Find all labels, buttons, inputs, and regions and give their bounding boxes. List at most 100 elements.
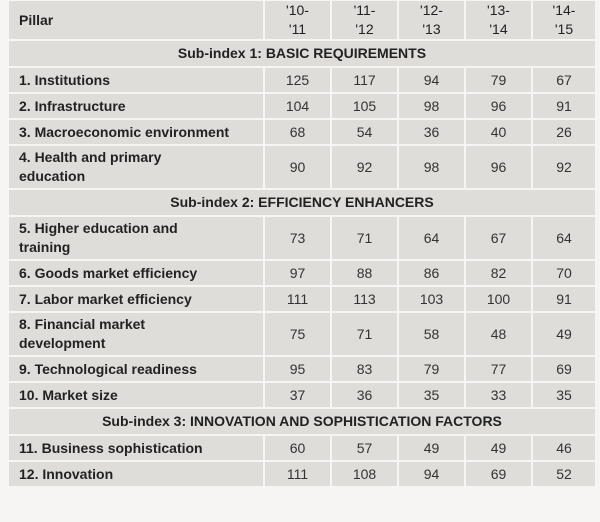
rank-value: 67 [464,215,533,261]
rank-value: 57 [330,434,399,462]
rank-value: 69 [531,355,597,383]
rank-value: 54 [330,118,399,146]
rank-value: 75 [263,311,332,357]
rank-value: 103 [397,285,466,313]
rank-value: 94 [397,66,466,94]
rank-value: 73 [263,215,332,261]
pillar-label: 12. Innovation [7,460,265,488]
column-header-pillar: Pillar [7,0,265,41]
table-row: 7. Labor market efficiency 111 113 103 1… [7,285,597,313]
rank-value: 35 [397,381,466,409]
rank-value: 48 [464,311,533,357]
rank-value: 69 [464,460,533,488]
rank-value: 111 [263,285,332,313]
subindex-row: Sub-index 2: EFFICIENCY ENHANCERS [7,188,597,217]
year-end: '11 [288,21,307,37]
column-header-year: '10- '11 [263,0,332,41]
rank-value: 108 [330,460,399,488]
subindex-title: Sub-index 3: INNOVATION AND SOPHISTICATI… [7,407,597,436]
rank-value: 97 [263,259,332,287]
table-row: 9. Technological readiness 95 83 79 77 6… [7,355,597,383]
rank-value: 125 [263,66,332,94]
pillar-label: 5. Higher education and training [7,215,265,261]
subindex-row: Sub-index 1: BASIC REQUIREMENTS [7,39,597,68]
rank-value: 49 [397,434,466,462]
table-row: 11. Business sophistication 60 57 49 49 … [7,434,597,462]
pillar-label: 9. Technological readiness [7,355,265,383]
pillar-label: 1. Institutions [7,66,265,94]
subindex-row: Sub-index 3: INNOVATION AND SOPHISTICATI… [7,407,597,436]
column-header-year: '14- '15 [531,0,597,41]
table-row: 2. Infrastructure 104 105 98 96 91 [7,92,597,120]
rank-value: 100 [464,285,533,313]
rank-value: 92 [531,144,597,190]
pillar-label: 3. Macroeconomic environment [7,118,265,146]
rank-value: 96 [464,144,533,190]
rank-value: 113 [330,285,399,313]
rank-value: 70 [531,259,597,287]
rank-value: 79 [464,66,533,94]
pillar-label: 7. Labor market efficiency [7,285,265,313]
year-start: '14- [552,2,576,18]
pillar-label: 11. Business sophistication [7,434,265,462]
rank-value: 67 [531,66,597,94]
rank-value: 90 [263,144,332,190]
year-end: '14 [489,21,508,37]
rank-value: 26 [531,118,597,146]
year-end: '12 [355,21,374,37]
column-header-year: '12- '13 [397,0,466,41]
rank-value: 68 [263,118,332,146]
rank-value: 35 [531,381,597,409]
pillar-label: 10. Market size [7,381,265,409]
rank-value: 71 [330,311,399,357]
rank-value: 88 [330,259,399,287]
subindex-title: Sub-index 2: EFFICIENCY ENHANCERS [7,188,597,217]
pillar-rankings-table: Pillar '10- '11 '11- '12 '12- '13 '13- '14 '… [7,0,597,488]
column-header-year: '13- '14 [464,0,533,41]
rank-value: 52 [531,460,597,488]
rank-value: 71 [330,215,399,261]
rank-value: 46 [531,434,597,462]
column-header-year: '11- '12 [330,0,399,41]
rank-value: 94 [397,460,466,488]
table-row: 8. Financial market development 75 71 58… [7,311,597,357]
table-row: 5. Higher education and training 73 71 6… [7,215,597,261]
rank-value: 77 [464,355,533,383]
rank-value: 111 [263,460,332,488]
table-row: 10. Market size 37 36 35 33 35 [7,381,597,409]
table-row: 6. Goods market efficiency 97 88 86 82 7… [7,259,597,287]
rank-value: 95 [263,355,332,383]
rank-value: 92 [330,144,399,190]
rank-value: 36 [397,118,466,146]
rank-value: 105 [330,92,399,120]
year-start: '12- [420,2,443,18]
subindex-title: Sub-index 1: BASIC REQUIREMENTS [7,39,597,68]
rank-value: 86 [397,259,466,287]
rank-value: 60 [263,434,332,462]
rank-value: 64 [531,215,597,261]
rank-value: 104 [263,92,332,120]
year-start: '10- [286,2,309,18]
pillar-label: 6. Goods market efficiency [7,259,265,287]
rank-value: 82 [464,259,533,287]
rank-value: 64 [397,215,466,261]
rank-value: 117 [330,66,399,94]
pillar-label: 4. Health and primary education [7,144,265,190]
rank-value: 58 [397,311,466,357]
pillar-label: 2. Infrastructure [7,92,265,120]
year-start: '13- [487,2,510,18]
rank-value: 79 [397,355,466,383]
table-row: 1. Institutions 125 117 94 79 67 [7,66,597,94]
pillar-label: 8. Financial market development [7,311,265,357]
rank-value: 91 [531,285,597,313]
rank-value: 83 [330,355,399,383]
rank-value: 91 [531,92,597,120]
rank-value: 40 [464,118,533,146]
rank-value: 98 [397,144,466,190]
header-row: Pillar '10- '11 '11- '12 '12- '13 '13- '14 '… [7,0,597,41]
rank-value: 33 [464,381,533,409]
table-row: 12. Innovation 111 108 94 69 52 [7,460,597,488]
year-end: '13 [422,21,441,37]
rank-value: 98 [397,92,466,120]
table-row: 3. Macroeconomic environment 68 54 36 40… [7,118,597,146]
